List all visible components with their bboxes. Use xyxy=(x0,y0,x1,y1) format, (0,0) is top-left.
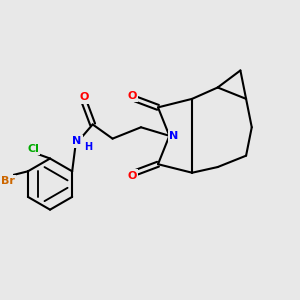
Text: H: H xyxy=(84,142,92,152)
Text: O: O xyxy=(80,92,89,102)
Text: N: N xyxy=(169,131,178,141)
Text: Cl: Cl xyxy=(27,144,39,154)
Text: Br: Br xyxy=(1,176,15,186)
Text: O: O xyxy=(128,171,137,181)
Text: N: N xyxy=(72,136,82,146)
Text: O: O xyxy=(128,91,137,101)
